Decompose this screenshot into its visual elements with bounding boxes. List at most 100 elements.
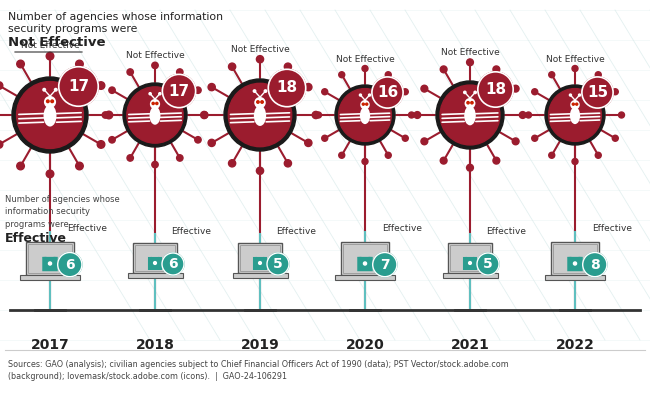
Circle shape xyxy=(477,253,499,275)
Circle shape xyxy=(150,99,160,109)
Text: security programs were: security programs were xyxy=(8,24,137,34)
Circle shape xyxy=(569,94,571,96)
Circle shape xyxy=(512,138,519,145)
Circle shape xyxy=(619,112,625,118)
Circle shape xyxy=(177,69,183,75)
FancyBboxPatch shape xyxy=(545,274,605,280)
Circle shape xyxy=(17,60,24,68)
Circle shape xyxy=(0,141,3,148)
Circle shape xyxy=(149,93,151,95)
Circle shape xyxy=(467,59,473,66)
Circle shape xyxy=(123,83,187,147)
Circle shape xyxy=(440,85,500,145)
Circle shape xyxy=(195,137,201,143)
Circle shape xyxy=(58,67,98,106)
FancyBboxPatch shape xyxy=(26,241,74,274)
Circle shape xyxy=(256,56,264,63)
Circle shape xyxy=(573,262,577,265)
FancyBboxPatch shape xyxy=(20,274,80,280)
Circle shape xyxy=(152,161,158,168)
Circle shape xyxy=(322,89,328,95)
Circle shape xyxy=(402,89,408,95)
Text: 2017: 2017 xyxy=(31,338,70,352)
FancyBboxPatch shape xyxy=(233,273,287,278)
Circle shape xyxy=(312,111,319,118)
Circle shape xyxy=(58,253,82,277)
FancyBboxPatch shape xyxy=(148,257,162,270)
Circle shape xyxy=(224,79,296,151)
Circle shape xyxy=(102,112,109,118)
FancyBboxPatch shape xyxy=(343,243,387,272)
Text: Effective: Effective xyxy=(5,232,67,245)
Circle shape xyxy=(549,72,554,78)
Circle shape xyxy=(127,155,133,161)
Circle shape xyxy=(570,100,580,110)
Circle shape xyxy=(254,90,255,92)
Text: 8: 8 xyxy=(590,258,600,272)
Circle shape xyxy=(385,72,391,78)
Circle shape xyxy=(474,91,476,93)
Text: Effective: Effective xyxy=(68,224,108,233)
FancyBboxPatch shape xyxy=(567,257,583,271)
Circle shape xyxy=(385,152,391,158)
Circle shape xyxy=(465,98,475,109)
FancyBboxPatch shape xyxy=(240,245,280,271)
Circle shape xyxy=(467,164,473,171)
Circle shape xyxy=(595,152,601,158)
Text: Not Effective: Not Effective xyxy=(335,54,395,64)
Circle shape xyxy=(549,89,601,141)
Text: Effective: Effective xyxy=(276,227,316,236)
Circle shape xyxy=(582,253,607,277)
Circle shape xyxy=(360,100,370,110)
Circle shape xyxy=(265,90,266,92)
Circle shape xyxy=(421,85,428,92)
FancyBboxPatch shape xyxy=(551,241,599,274)
Circle shape xyxy=(402,135,408,141)
Circle shape xyxy=(201,111,208,118)
Circle shape xyxy=(228,83,292,147)
Circle shape xyxy=(195,87,201,93)
Ellipse shape xyxy=(360,107,370,124)
Circle shape xyxy=(267,253,289,275)
FancyBboxPatch shape xyxy=(341,241,389,274)
Circle shape xyxy=(467,102,469,104)
Text: Number of agencies whose
information security
programs were: Number of agencies whose information sec… xyxy=(5,195,120,229)
Circle shape xyxy=(421,138,428,145)
FancyBboxPatch shape xyxy=(358,257,372,271)
Circle shape xyxy=(362,158,368,164)
FancyBboxPatch shape xyxy=(135,245,175,271)
Circle shape xyxy=(582,77,613,108)
Circle shape xyxy=(98,141,105,148)
Circle shape xyxy=(261,101,263,103)
FancyBboxPatch shape xyxy=(552,243,597,272)
Circle shape xyxy=(612,135,618,141)
FancyBboxPatch shape xyxy=(463,257,477,270)
Text: 2020: 2020 xyxy=(346,338,384,352)
Text: 2018: 2018 xyxy=(136,338,174,352)
Circle shape xyxy=(162,75,196,108)
Circle shape xyxy=(127,87,183,143)
Circle shape xyxy=(366,103,368,105)
Circle shape xyxy=(268,69,306,107)
Circle shape xyxy=(16,81,83,148)
Circle shape xyxy=(152,102,154,104)
Circle shape xyxy=(229,63,236,70)
Circle shape xyxy=(162,253,184,275)
Text: 16: 16 xyxy=(377,85,398,100)
Circle shape xyxy=(47,100,49,103)
Text: Not Effective: Not Effective xyxy=(21,41,79,50)
Circle shape xyxy=(105,111,112,119)
FancyBboxPatch shape xyxy=(28,243,72,272)
Circle shape xyxy=(202,112,208,118)
FancyBboxPatch shape xyxy=(448,243,492,273)
Ellipse shape xyxy=(254,106,266,126)
Circle shape xyxy=(257,101,259,103)
Circle shape xyxy=(305,83,312,91)
Text: Not Effective: Not Effective xyxy=(441,48,499,57)
Circle shape xyxy=(55,88,57,91)
Circle shape xyxy=(339,89,391,141)
Circle shape xyxy=(0,82,3,89)
Text: Effective: Effective xyxy=(383,224,422,233)
Circle shape xyxy=(549,152,554,158)
FancyBboxPatch shape xyxy=(42,257,58,271)
